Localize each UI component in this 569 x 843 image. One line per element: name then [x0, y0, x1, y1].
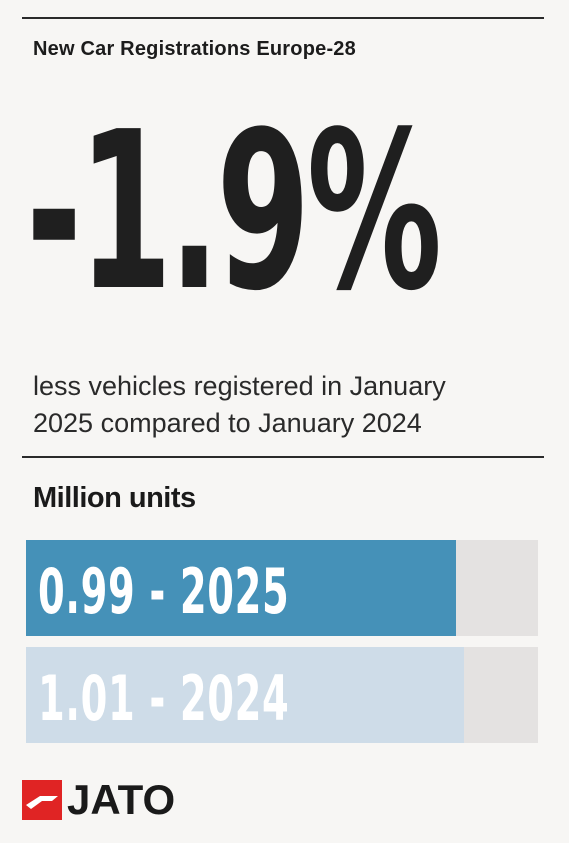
jato-logo-mark-icon — [22, 780, 62, 820]
bar-track-2025: 0.99 - 2025 — [26, 540, 538, 636]
stat-description: less vehicles registered in January 2025… — [33, 368, 533, 442]
jato-logo: JATO — [22, 778, 175, 822]
bar-2024 — [26, 647, 465, 743]
bar-label-2024: 1.01 - 2024 — [38, 662, 290, 735]
page-title: New Car Registrations Europe-28 — [33, 38, 356, 60]
bar-label-2025: 0.99 - 2025 — [38, 555, 290, 628]
stat-description-line-2: 2025 compared to January 2024 — [33, 408, 422, 438]
bar-track-2024: 1.01 - 2024 — [26, 647, 538, 743]
section-divider — [22, 456, 544, 458]
chart-title: Million units — [33, 482, 196, 514]
top-divider — [22, 17, 544, 19]
jato-logo-text: JATO — [67, 776, 176, 823]
change-percentage: -1.9% — [26, 86, 442, 339]
stat-description-line-1: less vehicles registered in January — [33, 371, 446, 401]
bar-2025 — [26, 540, 456, 636]
